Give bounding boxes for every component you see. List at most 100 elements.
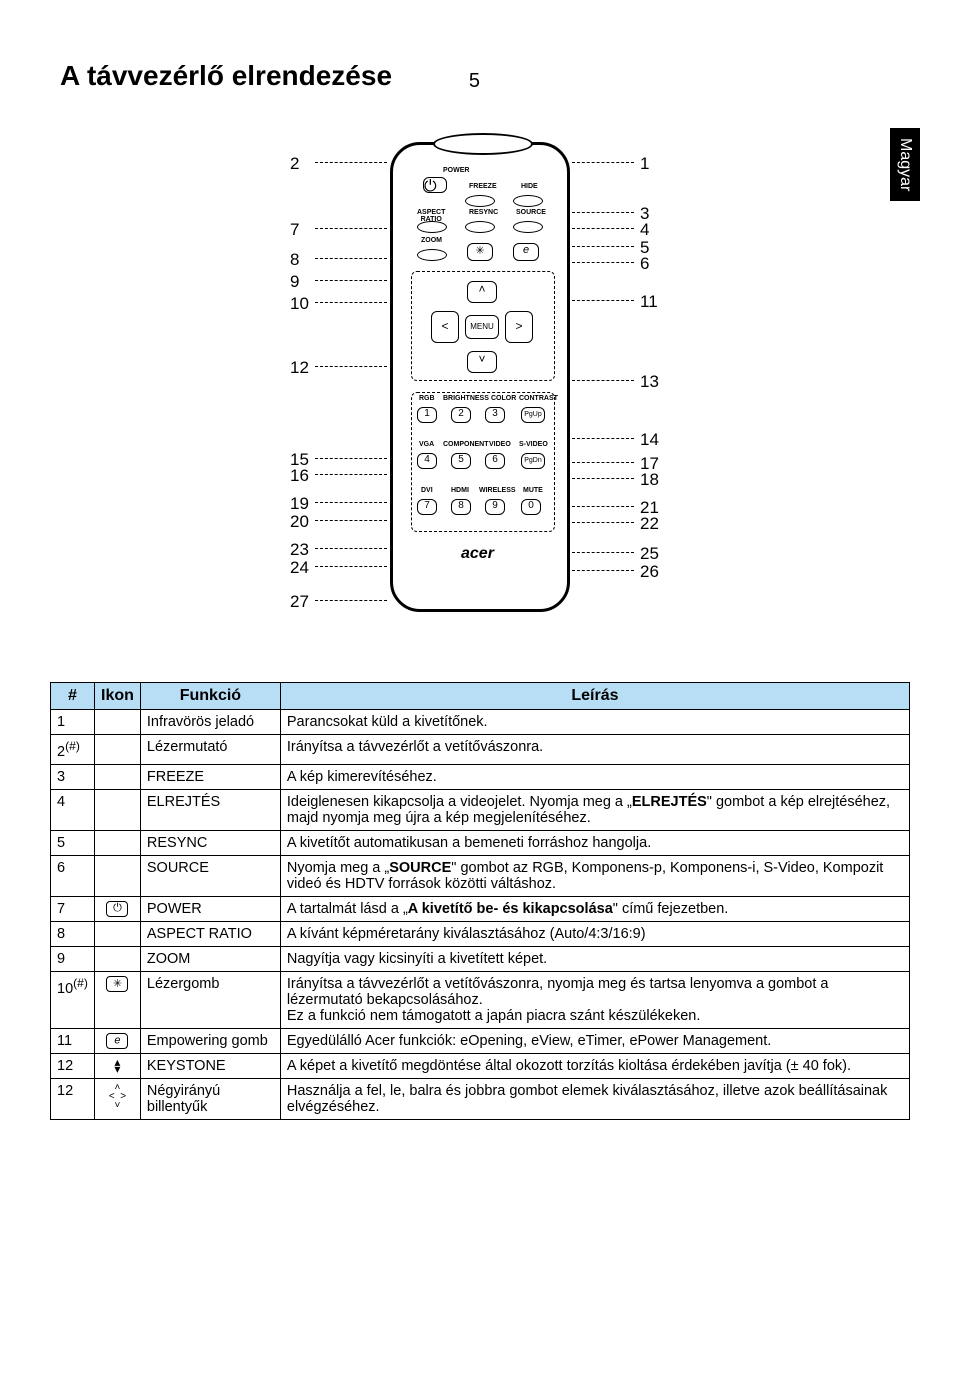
table-row: 12˄< >˅Négyirányú billentyűkHasználja a … [51,1079,910,1120]
th-desc: Leírás [280,683,909,710]
cell-icon [95,855,141,896]
callout-26: 26 [640,562,659,582]
key-2: 2 [451,407,471,423]
table-header-row: # Ikon Funkció Leírás [51,683,910,710]
callout-line [315,228,387,229]
callout-line [315,302,387,303]
callout-line [315,458,387,459]
cell-desc: Egyedülálló Acer funkciók: eOpening, eVi… [280,1029,909,1054]
cell-num: 12 [51,1079,95,1120]
callout-24: 24 [290,558,309,578]
table-row: 4ELREJTÉSIdeiglenesen kikapcsolja a vide… [51,789,910,830]
label-resync: RESYNC [469,209,498,216]
cell-num: 10(#) [51,972,95,1029]
cell-desc: Ideiglenesen kikapcsolja a videojelet. N… [280,789,909,830]
label-hide: HIDE [521,183,538,190]
cell-desc: A kép kimerevítéséhez. [280,764,909,789]
callout-11: 11 [640,292,658,312]
resync-button [465,221,495,233]
table-row: 11Empowering gombEgyedülálló Acer funkci… [51,1029,910,1054]
callout-9: 9 [290,272,299,292]
label-aspect: ASPECT RATIO [417,209,445,223]
key-9: 9 [485,499,505,515]
table-row: 6SOURCENyomja meg a „SOURCE" gombot az R… [51,855,910,896]
empowering-icon [106,1033,128,1049]
th-icon: Ikon [95,683,141,710]
callout-line [315,520,387,521]
callout-27: 27 [290,592,309,612]
cell-num: 8 [51,922,95,947]
callout-7: 7 [290,220,299,240]
callout-line [572,506,634,507]
cell-func: POWER [140,896,280,921]
callout-line [572,570,634,571]
cell-func: Négyirányú billentyűk [140,1079,280,1120]
callout-line [315,566,387,567]
callout-line [572,228,634,229]
hide-button [513,195,543,207]
key-3: 3 [485,407,505,423]
cell-icon [95,735,141,765]
empowering-button: e [513,243,539,261]
label-component: COMPONENT [443,441,489,448]
laser-icon [106,976,128,992]
th-func: Funkció [140,683,280,710]
zoom-button [417,249,447,261]
cell-func: Empowering gomb [140,1029,280,1054]
callout-25: 25 [640,544,659,564]
callout-line [315,548,387,549]
callout-6: 6 [640,254,649,274]
callout-line [572,438,634,439]
label-dvi: DVI [421,487,433,494]
right-button: > [505,311,533,343]
cell-num: 9 [51,947,95,972]
cell-icon [95,764,141,789]
callout-line [315,600,387,601]
cell-icon [95,830,141,855]
key-4: 4 [417,453,437,469]
cell-desc: A képet a kivetítő megdöntése által okoz… [280,1054,909,1079]
label-freeze: FREEZE [469,183,497,190]
cell-icon: ▴▾ [95,1054,141,1079]
cell-func: ELREJTÉS [140,789,280,830]
cell-icon [95,710,141,735]
label-svideo: S-VIDEO [519,441,548,448]
callout-line [572,552,634,553]
cell-func: KEYSTONE [140,1054,280,1079]
table-row: 7POWERA tartalmát lásd a „A kivetítő be-… [51,896,910,921]
callout-line [572,478,634,479]
cell-icon [95,1029,141,1054]
power-button: ⏻ [423,177,447,193]
arrows-icon: ˄< >˅ [109,1083,126,1110]
remote-diagram: 2789101215161920232427 13456111314171821… [180,102,780,662]
table-row: 9ZOOMNagyítja vagy kicsinyíti a kivetíte… [51,947,910,972]
power-icon [106,901,128,917]
label-rgb: RGB [419,395,435,402]
label-vga: VGA [419,441,434,448]
function-table: # Ikon Funkció Leírás 1Infravörös jeladó… [50,682,910,1120]
pgdn-button: PgDn [521,453,545,469]
callout-line [315,502,387,503]
callout-line [315,162,387,163]
down-button: ˅ [467,351,497,373]
pgup-button: PgUp [521,407,545,423]
callout-1: 1 [640,154,649,174]
table-row: 3FREEZEA kép kimerevítéséhez. [51,764,910,789]
cell-desc: Irányítsa a távvezérlőt a vetítővászonra… [280,972,909,1029]
key-1: 1 [417,407,437,423]
cell-num: 1 [51,710,95,735]
cell-func: Lézergomb [140,972,280,1029]
callout-10: 10 [290,294,309,314]
cell-num: 5 [51,830,95,855]
key-8: 8 [451,499,471,515]
cell-num: 12 [51,1054,95,1079]
key-5: 5 [451,453,471,469]
label-color: COLOR [491,395,516,402]
callout-22: 22 [640,514,659,534]
table-row: 8ASPECT RATIOA kívánt képméretarány kivá… [51,922,910,947]
table-row: 5RESYNCA kivetítőt automatikusan a bemen… [51,830,910,855]
callout-line [572,212,634,213]
cell-icon [95,922,141,947]
remote-outline: POWER ⏻ FREEZE HIDE ASPECT RATIO RESYNC … [390,142,570,612]
label-hdmi: HDMI [451,487,469,494]
